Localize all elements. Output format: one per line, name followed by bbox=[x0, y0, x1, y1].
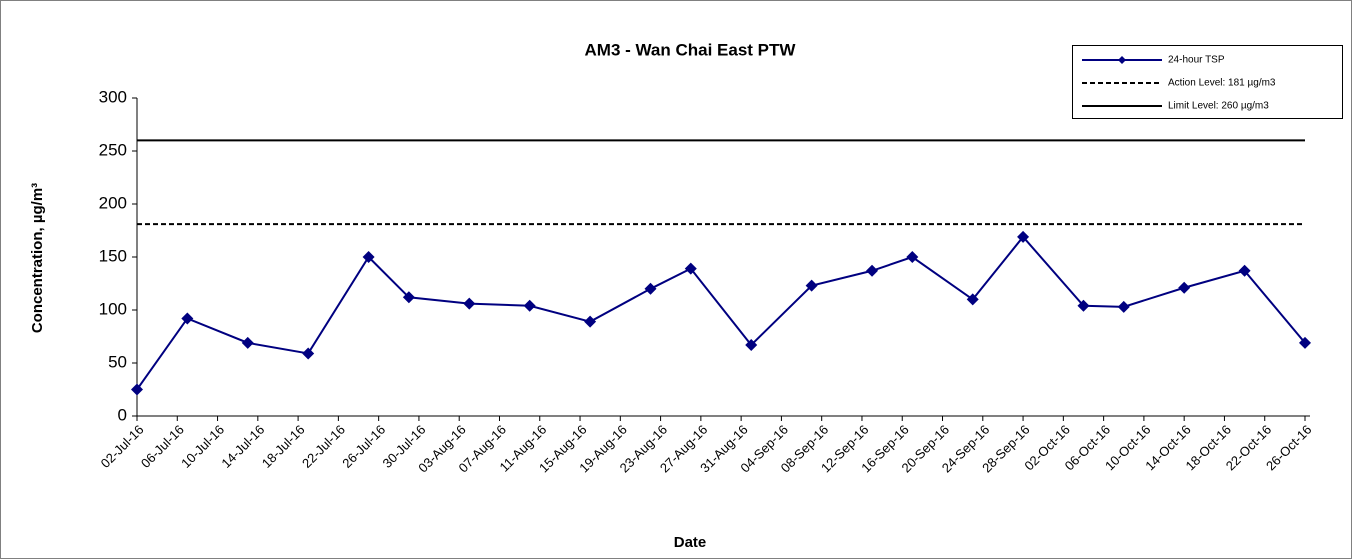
data-point bbox=[463, 297, 476, 310]
y-tick-label: 0 bbox=[118, 405, 127, 424]
y-tick-label: 250 bbox=[99, 140, 127, 159]
y-tick-label: 300 bbox=[99, 87, 127, 106]
data-point bbox=[181, 312, 194, 325]
y-axis-label: Concentration, µg/m³ bbox=[29, 183, 46, 333]
data-point bbox=[1017, 230, 1030, 243]
y-tick-label: 100 bbox=[99, 299, 127, 318]
data-point bbox=[131, 383, 143, 396]
data-point bbox=[1299, 336, 1311, 349]
data-point bbox=[684, 262, 697, 275]
data-point bbox=[402, 291, 415, 304]
data-point bbox=[745, 338, 758, 351]
data-point bbox=[805, 279, 818, 292]
data-point bbox=[644, 282, 657, 295]
data-point bbox=[966, 293, 979, 306]
x-axis-label: Date bbox=[674, 534, 707, 551]
data-point bbox=[523, 299, 536, 312]
y-tick-label: 200 bbox=[99, 193, 127, 212]
data-point bbox=[866, 264, 879, 277]
y-tick-label: 50 bbox=[108, 352, 127, 371]
data-point bbox=[1117, 300, 1130, 313]
data-point bbox=[1238, 264, 1251, 277]
data-point bbox=[1178, 281, 1191, 294]
legend-label: 24-hour TSP bbox=[1168, 55, 1225, 66]
y-tick-label: 150 bbox=[99, 246, 127, 265]
legend-label: Limit Level: 260 µg/m3 bbox=[1168, 101, 1269, 112]
data-point bbox=[362, 251, 375, 263]
data-point bbox=[906, 251, 919, 263]
data-point bbox=[241, 336, 254, 349]
chart-title: AM3 - Wan Chai East PTW bbox=[585, 40, 797, 59]
data-point bbox=[302, 347, 315, 360]
data-point bbox=[584, 315, 597, 328]
series-line bbox=[136, 235, 1306, 391]
data-point bbox=[1077, 299, 1090, 312]
legend-marker bbox=[1118, 56, 1126, 64]
legend-label: Action Level: 181 µg/m3 bbox=[1168, 78, 1276, 89]
